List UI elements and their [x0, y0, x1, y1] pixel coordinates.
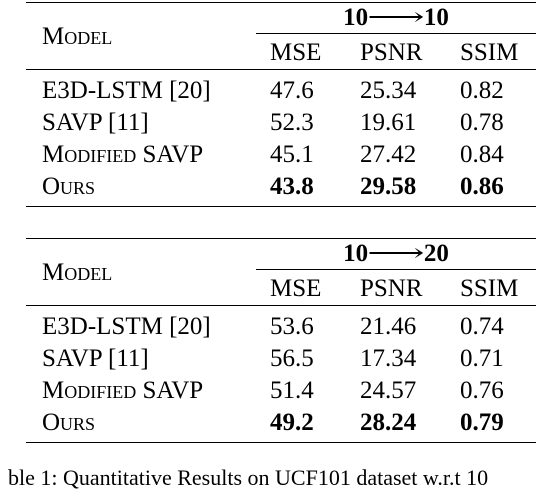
ssim-value: 0.82	[446, 69, 536, 106]
model-name: Ours	[26, 170, 256, 207]
model-column-header: Model	[26, 238, 256, 306]
table-header-row: Model 10⟶20	[26, 238, 536, 306]
ssim-value: 0.84	[460, 140, 504, 168]
psnr-value: 19.61	[360, 108, 417, 136]
model-name: E3D-LSTM [20]	[26, 305, 256, 342]
model-name: Ours	[26, 406, 256, 443]
mse-value: 52.3	[270, 108, 314, 136]
results-table-10-to-20: Model 10⟶20 MSE PSNR SSIM E3D-LSTM [20] …	[26, 238, 536, 443]
psnr-value: 17.34	[360, 344, 417, 372]
model-column-header: Model	[26, 2, 256, 70]
mse-value: 56.5	[270, 344, 314, 372]
table-row-ours: Ours 49.2 28.24 0.79	[26, 406, 536, 443]
model-name: SAVP [11]	[42, 344, 149, 372]
model-name: SAVP [11]	[42, 108, 149, 136]
setting-output-frames: 20	[423, 239, 449, 267]
metric-header-row: MSE PSNR SSIM	[26, 35, 536, 70]
ssim-value: 0.71	[460, 344, 504, 372]
model-name: Modified SAVP	[42, 140, 204, 168]
ssim-value: 0.74	[446, 305, 536, 342]
psnr-value-best: 28.24	[346, 406, 446, 443]
ssim-value: 0.78	[460, 108, 504, 136]
metric-header-psnr: PSNR	[360, 274, 423, 302]
table-caption: ble 1: Quantitative Results on UCF101 da…	[8, 465, 489, 490]
table-row: Modified SAVP 45.1 27.42 0.84	[26, 138, 536, 170]
psnr-value: 24.57	[360, 376, 417, 404]
mse-value-best: 43.8	[256, 170, 346, 207]
prediction-setting-header: 10⟶10	[256, 2, 536, 35]
mse-value: 51.4	[270, 376, 314, 404]
right-arrow-icon: ⟶	[367, 3, 425, 31]
psnr-value: 27.42	[360, 140, 417, 168]
setting-output-frames: 10	[423, 3, 449, 31]
psnr-value-best: 29.58	[346, 170, 446, 207]
metric-header-mse: MSE	[270, 38, 322, 66]
model-name: E3D-LSTM [20]	[26, 69, 256, 106]
metric-header-ssim: SSIM	[460, 274, 519, 302]
ssim-value: 0.76	[460, 376, 504, 404]
ssim-value-best: 0.86	[446, 170, 536, 207]
prediction-setting-header: 10⟶20	[256, 238, 536, 271]
table-row-ours: Ours 43.8 29.58 0.86	[26, 170, 536, 207]
metric-header-mse: MSE	[270, 274, 322, 302]
metric-header-ssim: SSIM	[460, 38, 519, 66]
psnr-value: 25.34	[346, 69, 446, 106]
table-row: E3D-LSTM [20] 53.6 21.46 0.74	[26, 305, 536, 342]
right-arrow-icon: ⟶	[367, 239, 425, 267]
table-row: SAVP [11] 52.3 19.61 0.78	[26, 106, 536, 138]
results-table-10-to-10: Model 10⟶10 MSE PSNR SSIM E3D-LSTM [20] …	[26, 2, 536, 207]
psnr-value: 21.46	[346, 305, 446, 342]
metric-header-psnr: PSNR	[360, 38, 423, 66]
mse-value: 47.6	[256, 69, 346, 106]
setting-input-frames: 10	[343, 239, 369, 267]
table-row: E3D-LSTM [20] 47.6 25.34 0.82	[26, 69, 536, 106]
mse-value: 53.6	[256, 305, 346, 342]
setting-input-frames: 10	[343, 3, 369, 31]
table-row: Modified SAVP 51.4 24.57 0.76	[26, 374, 536, 406]
table-header-row: Model 10⟶10	[26, 2, 536, 70]
model-name: Modified SAVP	[42, 376, 204, 404]
ssim-value-best: 0.79	[446, 406, 536, 443]
mse-value: 45.1	[270, 140, 314, 168]
metric-header-row: MSE PSNR SSIM	[26, 271, 536, 306]
table-row: SAVP [11] 56.5 17.34 0.71	[26, 342, 536, 374]
mse-value-best: 49.2	[256, 406, 346, 443]
